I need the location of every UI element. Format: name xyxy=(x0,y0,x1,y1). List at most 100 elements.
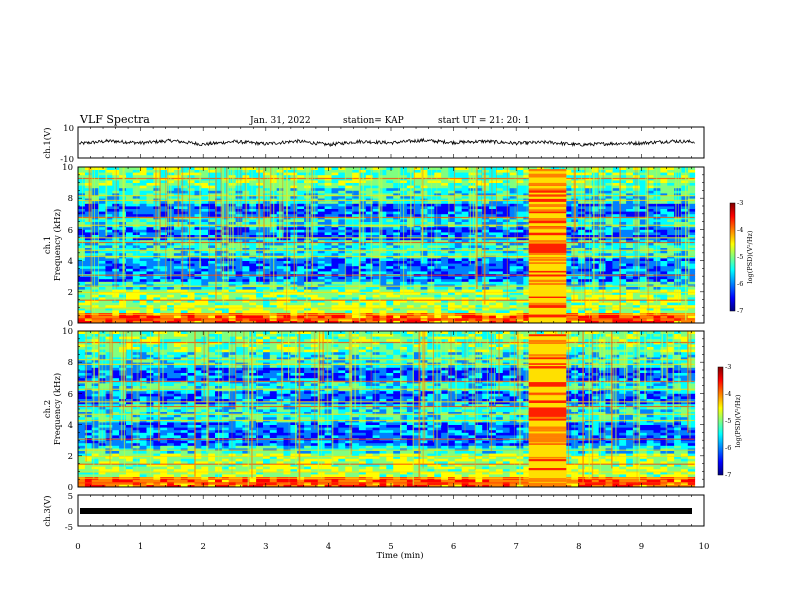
spectrogram-cell xyxy=(345,304,353,308)
spectrogram-cell xyxy=(674,310,682,313)
spectrogram-cell xyxy=(680,289,689,293)
spectrogram-cell xyxy=(352,180,360,183)
spectrogram-cell xyxy=(84,307,93,311)
spectrogram-cell xyxy=(146,271,154,274)
spectrogram-cell xyxy=(646,291,654,295)
spectrogram-cell xyxy=(653,226,661,230)
spectrogram-cell xyxy=(345,289,353,293)
spectrogram-cell xyxy=(667,304,675,308)
spectrogram-cell xyxy=(331,193,339,196)
spectrogram-cell xyxy=(427,315,435,319)
spectrogram-cell xyxy=(605,320,613,324)
spectrogram-cell xyxy=(687,226,696,230)
spectrogram-cell xyxy=(221,263,230,267)
spectrogram-cell xyxy=(208,291,216,295)
spectrogram-cell xyxy=(139,234,147,238)
spectrogram-cell xyxy=(468,281,476,285)
spectrogram-cell xyxy=(674,258,682,261)
spectrogram-cell xyxy=(420,260,428,264)
spectrogram-cell xyxy=(365,206,374,209)
spectrogram-cell xyxy=(352,190,360,194)
spectrogram-cell xyxy=(297,250,305,254)
spectrogram-cell xyxy=(448,307,456,311)
spectrogram-cell xyxy=(687,278,696,282)
spectrogram-cell xyxy=(78,302,86,306)
spectrogram-cell xyxy=(646,268,654,272)
spectrogram-cell xyxy=(297,276,305,280)
spectrogram-cell xyxy=(324,265,332,269)
spectrogram-cell xyxy=(215,234,223,238)
spectrogram-cell xyxy=(489,299,497,303)
spectrogram-cell xyxy=(502,286,511,290)
spectrogram-cell xyxy=(256,237,264,241)
spectrogram-cell xyxy=(78,185,86,189)
spectrogram-cell xyxy=(626,294,634,298)
spectrogram-cell xyxy=(263,180,271,183)
spectrogram-cell xyxy=(667,302,675,306)
spectrogram-cell xyxy=(180,252,189,256)
spectrogram-cell xyxy=(324,247,332,251)
spectrogram-cell xyxy=(372,278,380,282)
spectrogram-cell xyxy=(632,187,641,191)
spectrogram-cell xyxy=(393,250,401,254)
spectrogram-cell xyxy=(605,232,613,235)
spectrogram-cell xyxy=(208,211,216,215)
spectrogram-cell xyxy=(352,291,360,295)
spectrogram-cell xyxy=(235,237,243,241)
spectrogram-cell xyxy=(489,289,497,293)
spectrogram-cell xyxy=(660,258,668,261)
spectrogram-cell xyxy=(208,276,216,280)
spectrogram-cell xyxy=(352,182,360,186)
spectrogram-cell xyxy=(208,250,216,254)
spectrogram-cell xyxy=(605,190,613,194)
spectrogram-cell xyxy=(660,297,668,300)
spectrogram-cell xyxy=(324,200,332,204)
spectrogram-cell xyxy=(194,320,202,324)
spectrogram-cell xyxy=(612,265,620,269)
spectrogram-cell xyxy=(98,258,106,261)
spectrogram-cell xyxy=(276,320,284,324)
spectrogram-cell xyxy=(509,291,517,295)
spectrogram-cell xyxy=(523,182,531,186)
spectrogram-cell xyxy=(523,310,531,313)
spectrogram-cell xyxy=(406,315,415,319)
spectrogram-cell xyxy=(393,180,401,183)
spectrogram-cell xyxy=(379,208,387,212)
spectrogram-cell xyxy=(502,208,511,212)
spectrogram-cell xyxy=(221,242,230,246)
spectrogram-cell xyxy=(221,276,230,280)
spectrogram-cell xyxy=(687,286,696,290)
spectrogram-cell xyxy=(297,307,305,311)
spectrogram-cell xyxy=(468,221,476,225)
spectrogram-cell xyxy=(317,250,326,254)
spectrogram-cell xyxy=(427,291,435,295)
spectrogram-cell xyxy=(427,284,435,287)
spectrogram-cell xyxy=(667,211,675,215)
spectrogram-cell xyxy=(687,185,696,189)
spectrogram-cell xyxy=(509,247,517,251)
spectrogram-cell xyxy=(201,232,209,235)
spectrogram-cell xyxy=(420,286,428,290)
spectrogram-cell xyxy=(441,211,449,215)
spectrogram-cell xyxy=(187,284,195,287)
spectrogram-cell xyxy=(564,232,572,235)
spectrogram-cell xyxy=(605,198,613,202)
spectrogram-cell xyxy=(215,265,223,269)
spectrogram-cell xyxy=(461,180,469,183)
spectrogram-cell xyxy=(434,213,442,217)
spectrogram-cell xyxy=(482,299,490,303)
spectrogram-cell xyxy=(591,239,600,243)
spectrogram-cell xyxy=(523,265,531,269)
spectrogram-cell xyxy=(173,310,182,313)
spectrogram-cell xyxy=(324,239,332,243)
spectrogram-cell xyxy=(317,294,326,298)
spectrogram-cell xyxy=(448,291,456,295)
spectrogram-cell xyxy=(160,291,168,295)
spectrogram-cell xyxy=(324,185,332,189)
spectrogram-cell xyxy=(84,320,93,324)
spectrogram-cell xyxy=(674,315,682,319)
spectrogram-cell xyxy=(91,263,99,267)
spectrogram-cell xyxy=(441,276,449,280)
spectrogram-cell xyxy=(112,213,120,217)
spectrogram-cell xyxy=(495,307,504,311)
